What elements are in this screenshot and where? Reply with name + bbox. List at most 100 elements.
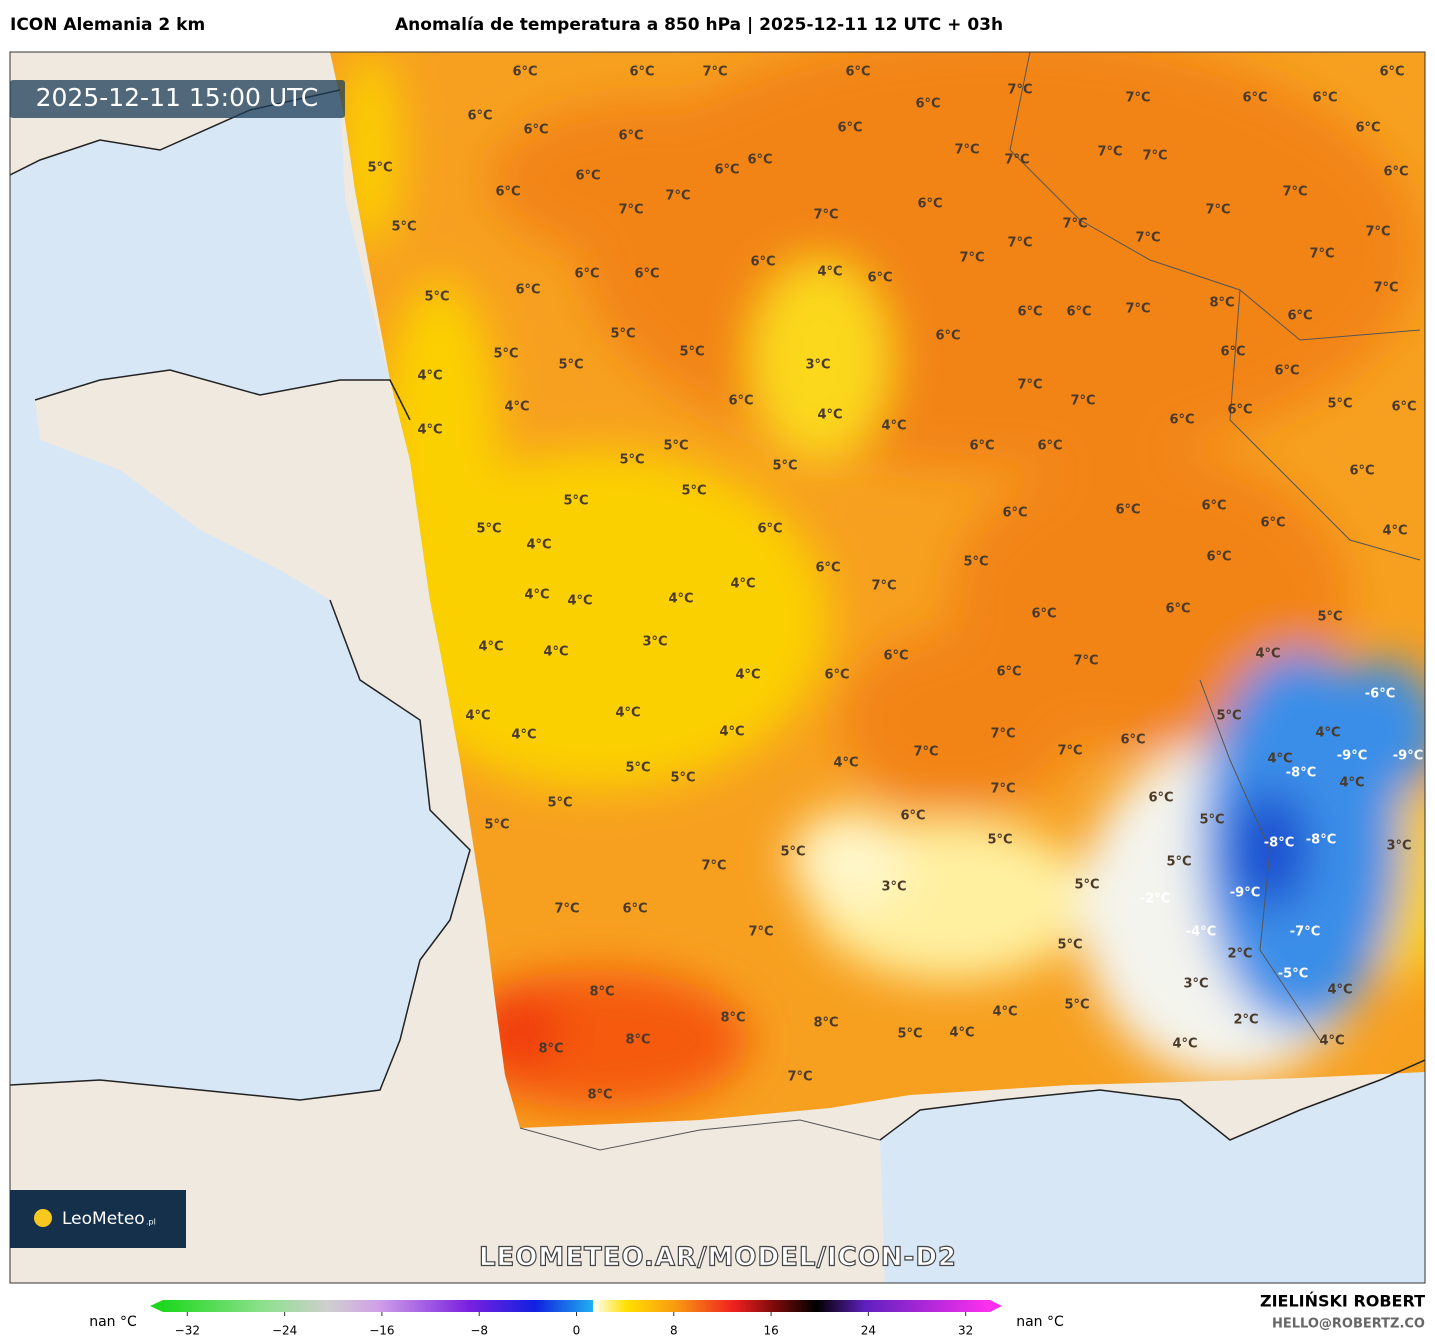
contour-label: 4°C xyxy=(1319,1034,1344,1049)
contour-label: 6°C xyxy=(1002,506,1027,521)
contour-label: 6°C xyxy=(618,129,643,144)
mediterranean xyxy=(880,1060,1425,1283)
contour-label: 6°C xyxy=(622,902,647,917)
contour-label: 7°C xyxy=(813,208,838,223)
contour-label: 7°C xyxy=(1142,149,1167,164)
contour-label: 5°C xyxy=(679,345,704,360)
contour-label: 6°C xyxy=(714,163,739,178)
contour-label: 6°C xyxy=(1165,602,1190,617)
contour-label: -9°C xyxy=(1393,749,1423,764)
contour-label: 7°C xyxy=(701,859,726,874)
contour-label: 6°C xyxy=(824,668,849,683)
contour-label: 6°C xyxy=(969,439,994,454)
contour-label: 5°C xyxy=(1074,878,1099,893)
contour-label: -2°C xyxy=(1140,892,1170,907)
colorbar-tick-label: 32 xyxy=(958,1324,973,1338)
contour-label: 7°C xyxy=(554,902,579,917)
contour-label: 5°C xyxy=(558,358,583,373)
contour-label: 2°C xyxy=(1227,947,1252,962)
contour-label: -5°C xyxy=(1278,967,1308,982)
contour-label: 4°C xyxy=(949,1026,974,1041)
contour-label: 4°C xyxy=(1255,647,1280,662)
timestamp: 2025-12-11 15:00 UTC xyxy=(36,83,319,112)
colorbar-low-arrow xyxy=(150,1300,163,1312)
contour-label: 7°C xyxy=(1062,217,1087,232)
contour-label: 4°C xyxy=(992,1005,1017,1020)
contour-labels: 6°C 6°C 7°C 6°C 6°C 7°C 7°C 6°C 6°C 6°C 6°C 6°C 6°C 5… xyxy=(367,65,1423,1103)
map: 6°C 6°C 7°C 6°C 6°C 7°C 7°C 6°C 6°C 6°C 6°C 6°C 6°C 5… xyxy=(10,52,1425,1283)
contour-label: 4°C xyxy=(478,640,503,655)
contour-label: 5°C xyxy=(391,220,416,235)
contour-label: 6°C xyxy=(900,809,925,824)
contour-label: 6°C xyxy=(495,185,520,200)
contour-label: 7°C xyxy=(1125,91,1150,106)
contour-label: -7°C xyxy=(1290,925,1320,940)
contour-label: 4°C xyxy=(730,577,755,592)
contour-label: 6°C xyxy=(512,65,537,80)
contour-label: 2°C xyxy=(1233,1013,1258,1028)
colorbar-high-arrow xyxy=(990,1300,1002,1312)
contour-label: 6°C xyxy=(915,97,940,112)
contour-label: 7°C xyxy=(1004,153,1029,168)
contour-label: 4°C xyxy=(1267,752,1292,767)
contour-label: 7°C xyxy=(1135,231,1160,246)
contour-label: 5°C xyxy=(493,347,518,362)
contour-label: 6°C xyxy=(1148,791,1173,806)
contour-label: 7°C xyxy=(1309,247,1334,262)
contour-label: 4°C xyxy=(524,588,549,603)
contour-label: 5°C xyxy=(484,818,509,833)
contour-label: 5°C xyxy=(1317,610,1342,625)
contour-label: 3°C xyxy=(1183,977,1208,992)
contour-label: 6°C xyxy=(575,169,600,184)
contour-label: 5°C xyxy=(610,327,635,342)
author: ZIELIŃSKI ROBERT xyxy=(1260,1292,1425,1311)
contour-label: 4°C xyxy=(1327,983,1352,998)
contour-label: 5°C xyxy=(663,439,688,454)
contour-label: 7°C xyxy=(618,203,643,218)
contour-label: 6°C xyxy=(867,271,892,286)
contour-label: 4°C xyxy=(543,645,568,660)
contour-label: 7°C xyxy=(1205,203,1230,218)
contour-label: 6°C xyxy=(1169,413,1194,428)
contour-label: 6°C xyxy=(996,665,1021,680)
contour-label: 4°C xyxy=(1382,524,1407,539)
colorbar: −32 −24 −16 −8 0 8 16 24 32 xyxy=(150,1300,1002,1338)
contour-label: 6°C xyxy=(1017,305,1042,320)
contour-label: 6°C xyxy=(1037,439,1062,454)
contour-label: 8°C xyxy=(720,1011,745,1026)
contour-label: 5°C xyxy=(625,761,650,776)
timestamp-box xyxy=(10,80,345,118)
contour-label: 4°C xyxy=(719,725,744,740)
contour-label: 5°C xyxy=(670,771,695,786)
colorbar-tick-label: 16 xyxy=(763,1324,778,1338)
borders xyxy=(519,52,1421,1151)
contour-label: 3°C xyxy=(805,358,830,373)
colorbar-tick-label: 8 xyxy=(670,1324,678,1338)
contour-label: 7°C xyxy=(1017,378,1042,393)
map-frame xyxy=(9,51,1426,1284)
contour-label: 5°C xyxy=(424,290,449,305)
contour-label: 7°C xyxy=(871,579,896,594)
contour-label: 3°C xyxy=(1386,839,1411,854)
contour-label: -8°C xyxy=(1286,766,1316,781)
contour-label: 5°C xyxy=(987,833,1012,848)
colorbar-low-label: nan °C xyxy=(89,1314,137,1330)
contour-label: 7°C xyxy=(1365,225,1390,240)
contour-label: 7°C xyxy=(748,925,773,940)
contour-label: 6°C xyxy=(1355,121,1380,136)
contour-label: 7°C xyxy=(702,65,727,80)
map-title: Anomalía de temperatura a 850 hPa | 2025… xyxy=(395,15,1003,35)
contour-label: 6°C xyxy=(917,197,942,212)
contour-label: 4°C xyxy=(1315,726,1340,741)
contour-label: 6°C xyxy=(1287,309,1312,324)
contour-label: 5°C xyxy=(1216,709,1241,724)
contour-label: 4°C xyxy=(817,265,842,280)
contour-label: 5°C xyxy=(367,161,392,176)
contour-label: 6°C xyxy=(574,267,599,282)
contour-label: 5°C xyxy=(681,484,706,499)
contour-label: 8°C xyxy=(587,1088,612,1103)
contour-label: 7°C xyxy=(1070,394,1095,409)
contour-label: 7°C xyxy=(1282,185,1307,200)
contour-label: 7°C xyxy=(990,727,1015,742)
contour-label: 7°C xyxy=(959,251,984,266)
